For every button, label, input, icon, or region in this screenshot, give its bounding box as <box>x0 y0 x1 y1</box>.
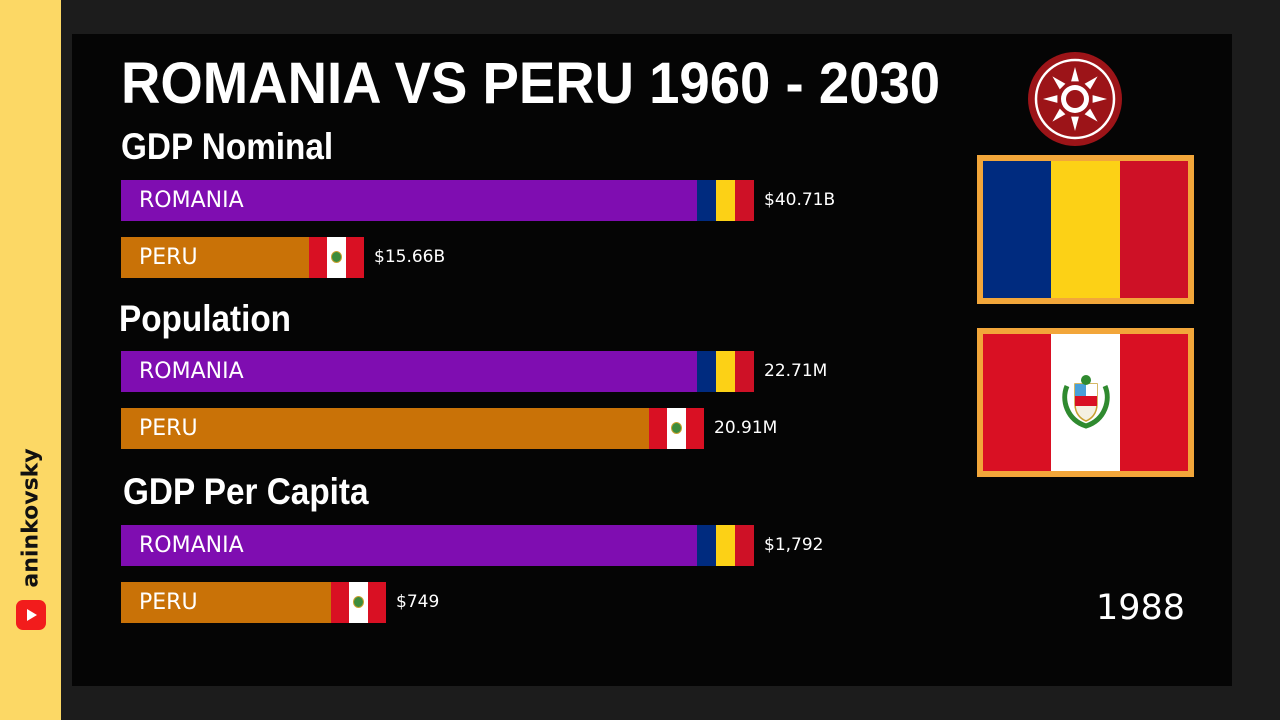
bar-label-romania: ROMANIA <box>139 359 244 384</box>
sun-ray-icon <box>1052 108 1066 122</box>
bar-peru-gdp-nominal: PERU <box>121 237 364 278</box>
bar-peru-gdp-per-capita: PERU <box>121 582 386 623</box>
bar-label-romania: ROMANIA <box>139 188 244 213</box>
value-romania-population: 22.71M <box>764 361 828 381</box>
sun-ray-icon <box>1084 108 1098 122</box>
youtube-play-icon[interactable] <box>16 600 46 630</box>
peru-flag-icon <box>649 408 704 449</box>
channel-strip: aninkovsky <box>0 0 61 720</box>
bar-label-romania: ROMANIA <box>139 533 244 558</box>
sun-logo-icon <box>1028 52 1122 146</box>
sun-ray-icon <box>1043 95 1058 103</box>
channel-name: aninkovsky <box>18 448 44 588</box>
value-peru-population: 20.91M <box>714 418 778 438</box>
value-romania-gdp-nominal: $40.71B <box>764 190 836 210</box>
sun-ray-icon <box>1092 95 1107 103</box>
bar-peru-population: PERU <box>121 408 704 449</box>
sun-ray-icon <box>1084 76 1098 90</box>
sun-ray-icon <box>1052 76 1066 90</box>
year-label: 1988 <box>1096 588 1186 628</box>
peru-flag-icon <box>309 237 364 278</box>
peru-flag <box>977 328 1194 477</box>
romania-flag-icon <box>697 525 754 566</box>
value-peru-gdp-per-capita: $749 <box>396 592 440 612</box>
bar-romania-gdp-nominal: ROMANIA <box>121 180 754 221</box>
sun-ray-icon <box>1071 67 1079 82</box>
bar-romania-population: ROMANIA <box>121 351 754 392</box>
chart-title-population: Population <box>119 298 292 339</box>
romania-flag-icon <box>697 180 754 221</box>
chart-title-gdp-per-capita: GDP Per Capita <box>123 471 369 512</box>
value-romania-gdp-per-capita: $1,792 <box>764 535 824 555</box>
chart-title-gdp-nominal: GDP Nominal <box>121 126 334 167</box>
bar-romania-gdp-per-capita: ROMANIA <box>121 525 754 566</box>
bar-label-peru: PERU <box>139 416 198 441</box>
bar-label-peru: PERU <box>139 590 198 615</box>
page-title: ROMANIA VS PERU 1960 - 2030 <box>121 51 941 116</box>
romania-flag-icon <box>697 351 754 392</box>
value-peru-gdp-nominal: $15.66B <box>374 247 446 267</box>
romania-flag <box>977 155 1194 304</box>
sun-ray-icon <box>1071 116 1079 131</box>
peru-flag-icon <box>331 582 386 623</box>
bar-label-peru: PERU <box>139 245 198 270</box>
peru-coat-of-arms-icon <box>1062 375 1110 429</box>
